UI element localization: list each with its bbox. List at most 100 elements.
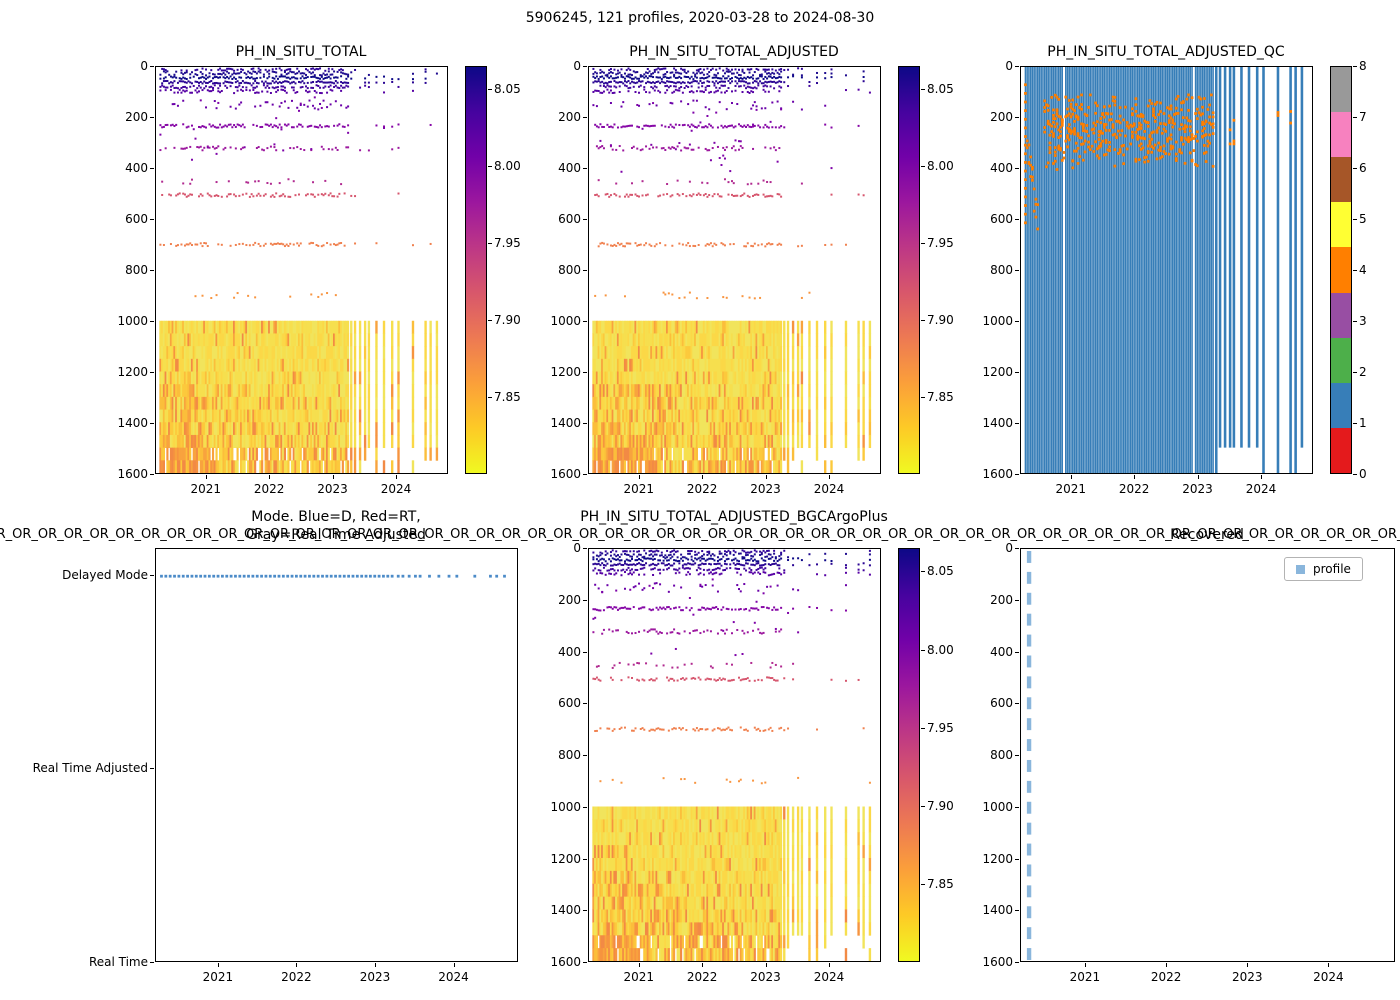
tick-label: 1400 [550, 416, 581, 430]
tick-label: 7 [1359, 110, 1367, 124]
tick-mark [583, 910, 587, 912]
plot-recovered [1020, 548, 1395, 962]
tick-label: 1200 [117, 365, 148, 379]
tick-mark [488, 397, 492, 399]
tick-label: 600 [125, 212, 148, 226]
tick-mark [921, 166, 925, 168]
tick-mark [1015, 474, 1019, 475]
tick-mark [583, 651, 587, 653]
tick-mark [1015, 651, 1019, 653]
mode-data [160, 574, 506, 578]
qc-colorbar-block-8 [1331, 67, 1351, 113]
tick-label: 600 [558, 696, 581, 711]
legend-label: profile [1313, 562, 1351, 576]
tick-label: Real Time Adjusted [32, 761, 148, 776]
qc-colorbar-block-1 [1331, 382, 1351, 428]
tick-label: 2024 [813, 482, 845, 496]
tick-mark [583, 806, 587, 808]
ph-in-situ-total-data [159, 67, 439, 473]
tick-label: 1600 [982, 955, 1013, 969]
tick-mark [583, 423, 587, 424]
tick-label: 2022 [281, 970, 312, 984]
profile-marker-icon [1296, 564, 1305, 574]
tick-label: 0 [1005, 541, 1013, 555]
tick-label: 400 [990, 644, 1013, 659]
tick-label: 2 [1359, 365, 1367, 379]
tick-label: 1000 [550, 799, 581, 814]
tick-mark [583, 270, 587, 271]
tick-label: 2023 [1182, 482, 1213, 496]
tick-label: 1600 [982, 467, 1013, 481]
tick-label: 8 [1359, 59, 1367, 73]
tick-mark [702, 475, 704, 479]
tick-mark [395, 475, 397, 479]
tick-mark [921, 397, 925, 399]
tick-mark [1015, 599, 1019, 601]
tick-mark [702, 963, 704, 967]
plot-ph-in-situ-total [155, 66, 448, 474]
tick-label: 200 [558, 110, 581, 124]
tick-mark [205, 475, 207, 479]
tick-mark [150, 168, 154, 169]
tick-label: 1600 [117, 467, 148, 481]
tick-label: 2021 [202, 970, 234, 984]
tick-mark [583, 858, 587, 860]
tick-label: 2021 [1069, 970, 1101, 984]
tick-mark [269, 475, 271, 479]
tick-mark [921, 243, 925, 245]
tick-label: 2022 [1118, 482, 1150, 496]
tick-label: 7.95 [927, 720, 954, 735]
tick-mark [150, 575, 154, 577]
tick-label: 7.90 [927, 798, 954, 813]
tick-mark [150, 66, 154, 67]
tick-label: 400 [558, 161, 581, 175]
tick-label: 2024 [380, 482, 412, 496]
tick-mark [1247, 963, 1249, 967]
tick-label: 1200 [550, 365, 581, 379]
tick-mark [1015, 219, 1019, 220]
tick-mark [583, 962, 587, 963]
tick-mark [583, 703, 587, 705]
recovered-data [1026, 550, 1032, 961]
tick-label: 800 [990, 748, 1013, 762]
tick-mark [583, 372, 587, 373]
tick-label: 7.95 [927, 236, 954, 251]
colorbar-ph-bgcargoplus [898, 548, 920, 962]
tick-label: 600 [990, 212, 1013, 226]
tick-mark [638, 475, 640, 479]
title-mode-line2: Gray=Real Time Adjusted [246, 527, 426, 543]
tick-mark [921, 649, 925, 651]
tick-mark [1015, 117, 1019, 118]
tick-label: 0 [573, 541, 581, 555]
tick-label: Real Time [88, 955, 148, 969]
tick-label: 6 [1359, 161, 1367, 175]
tick-mark [150, 219, 154, 220]
tick-label: 1400 [550, 903, 581, 918]
tick-mark [150, 372, 154, 373]
qc-colorbar-block-5 [1331, 202, 1351, 248]
tick-mark [583, 168, 587, 169]
tick-mark [1015, 755, 1019, 756]
title-mode-line1: Mode. Blue=D, Red=RT, [251, 509, 421, 525]
tick-label: 7.85 [927, 390, 954, 405]
tick-mark [921, 883, 925, 885]
tick-label: 7.85 [494, 390, 521, 405]
tick-label: 2021 [623, 970, 654, 984]
title-recovered: Recovered [1170, 527, 1244, 543]
tick-label: 1400 [982, 416, 1013, 430]
tick-label: 400 [558, 644, 581, 659]
tick-mark [583, 755, 587, 756]
tick-mark [921, 89, 925, 91]
tick-label: 2021 [623, 482, 654, 496]
qc-colorbar-block-2 [1331, 337, 1351, 383]
tick-mark [921, 320, 925, 322]
tick-label: 2024 [813, 970, 845, 984]
tick-label: 600 [558, 212, 581, 226]
tick-label: 1200 [982, 365, 1013, 379]
tick-label: 200 [990, 592, 1013, 607]
tick-mark [583, 321, 587, 322]
tick-mark [583, 474, 587, 475]
figure-title: 5906245, 121 profiles, 2020-03-28 to 202… [525, 10, 875, 26]
tick-label: 1000 [982, 314, 1013, 328]
tick-label: 1600 [550, 467, 581, 481]
